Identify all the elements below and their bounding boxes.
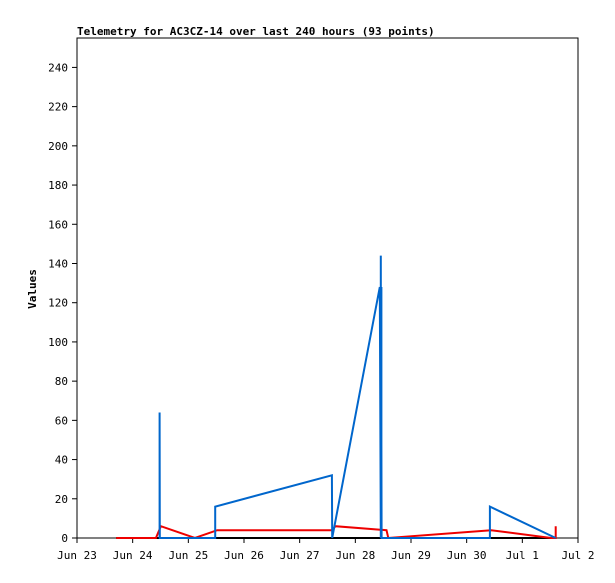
y-tick-label: 40 [55,454,68,467]
y-tick-label: 180 [48,179,68,192]
y-tick-label: 220 [48,101,68,114]
x-tick-label: Jun 25 [168,549,208,562]
series-layer [116,255,557,540]
x-axis-ticks: Jun 23 Jun 24 Jun 25 Jun 26 Jun 27 Jun 28 Jun … [57,538,595,562]
y-tick-label: 140 [48,257,68,270]
y-tick-label: 20 [55,493,68,506]
y-tick-label: 120 [48,297,68,310]
y-tick-label: 240 [48,61,68,74]
y-axis-label: Values [26,269,39,309]
series-line-3 [158,255,557,539]
x-tick-label: Jun 24 [113,549,153,562]
y-tick-label: 0 [61,532,68,545]
x-tick-label: Jun 27 [280,549,320,562]
y-tick-label: 60 [55,414,68,427]
y-axis-ticks: 0 20 40 60 80 100 120 140 160 180 200 220 240 [48,61,77,545]
x-tick-label: Jun 29 [391,549,431,562]
x-tick-label: Jul 2 [561,549,594,562]
x-tick-label: Jun 30 [447,549,487,562]
plot-frame [76,37,579,539]
y-tick-label: 160 [48,218,68,231]
x-tick-label: Jun 23 [57,549,97,562]
y-tick-label: 80 [55,375,68,388]
x-tick-label: Jun 26 [224,549,264,562]
chart-title: Telemetry for AC3CZ-14 over last 240 hou… [77,25,435,38]
x-tick-label: Jul 1 [506,549,539,562]
y-tick-label: 200 [48,140,68,153]
x-tick-label: Jun 28 [335,549,375,562]
y-tick-label: 100 [48,336,68,349]
